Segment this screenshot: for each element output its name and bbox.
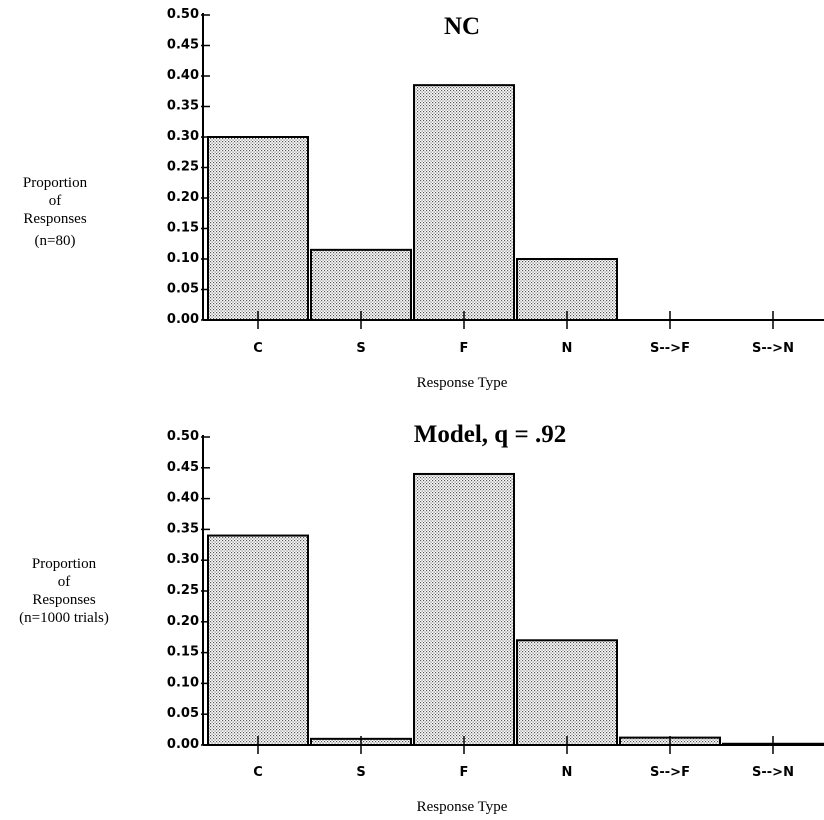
bar-f [413,84,515,322]
bar-c [207,534,309,746]
y-tick-label: 0.05 [167,706,199,721]
y-axis-label-line: Responses [32,592,95,608]
chart-title: NC [444,13,480,40]
y-tick-label: 0.40 [167,68,199,83]
y-axis-label-line: Proportion [32,556,97,572]
y-tick-label: 0.15 [167,645,199,660]
category-label-group: C S F N S-->F S-->N [253,341,794,356]
bar-n [516,258,618,321]
axes [202,13,824,329]
chart-model: Model, q = .92 Proportion of Responses (… [19,421,824,815]
y-tick-label: 0.35 [167,99,199,114]
y-tick-label: 0.00 [167,737,199,752]
y-axis-label-line: Proportion [23,175,88,191]
x-category-label: S-->N [752,341,794,356]
bar-f [413,472,515,746]
x-category-label: N [562,341,573,356]
x-category-label: C [253,765,263,780]
bar-n [516,639,618,747]
y-tick-label: 0.05 [167,282,199,297]
x-category-label: S [356,765,365,780]
bar-s [310,248,412,322]
axes [202,435,824,754]
x-category-label: F [460,341,469,356]
y-axis-label-line: (n=80) [35,233,76,249]
y-axis-label-line: (n=1000 trials) [19,610,109,626]
y-tick-label: 0.20 [167,614,199,629]
x-axis-label: Response Type [417,799,508,815]
bar-group [207,472,824,747]
x-category-label: S-->F [650,765,690,780]
y-axis-label-line: Responses [23,211,86,227]
y-tick-label: 0.25 [167,583,199,598]
chart-nc: NC Proportion of Responses (n=80) Respon… [23,7,824,391]
y-tick-label: 0.25 [167,160,199,175]
y-tick-label: 0.00 [167,312,199,327]
y-tick-label: 0.10 [167,251,199,266]
category-label-group: C S F N S-->F S-->N [253,765,794,780]
bar-group [207,84,618,322]
y-tick-group: 0.00 0.05 0.10 0.15 0.20 0.25 0.30 0.35 0.40 0.45… [167,429,210,752]
y-tick-label: 0.50 [167,7,199,22]
y-axis-label-line: of [49,193,62,209]
y-tick-label: 0.45 [167,460,199,475]
y-axis-label-line: of [58,574,71,590]
x-category-label: F [460,765,469,780]
x-category-label: S [356,341,365,356]
bar-c [207,136,309,321]
y-tick-label: 0.30 [167,129,199,144]
y-tick-group: 0.00 0.05 0.10 0.15 0.20 0.25 0.30 0.35 0.40 0.45… [167,7,210,327]
y-tick-label: 0.45 [167,38,199,53]
y-tick-label: 0.40 [167,491,199,506]
chart-title: Model, q = .92 [414,421,566,448]
y-tick-label: 0.10 [167,675,199,690]
y-tick-label: 0.20 [167,190,199,205]
x-axis-label: Response Type [417,375,508,391]
x-category-label: N [562,765,573,780]
y-tick-label: 0.50 [167,429,199,444]
y-tick-label: 0.35 [167,521,199,536]
y-tick-label: 0.30 [167,552,199,567]
x-category-label: C [253,341,263,356]
y-tick-label: 0.15 [167,221,199,236]
x-category-label: S-->F [650,341,690,356]
x-category-label: S-->N [752,765,794,780]
